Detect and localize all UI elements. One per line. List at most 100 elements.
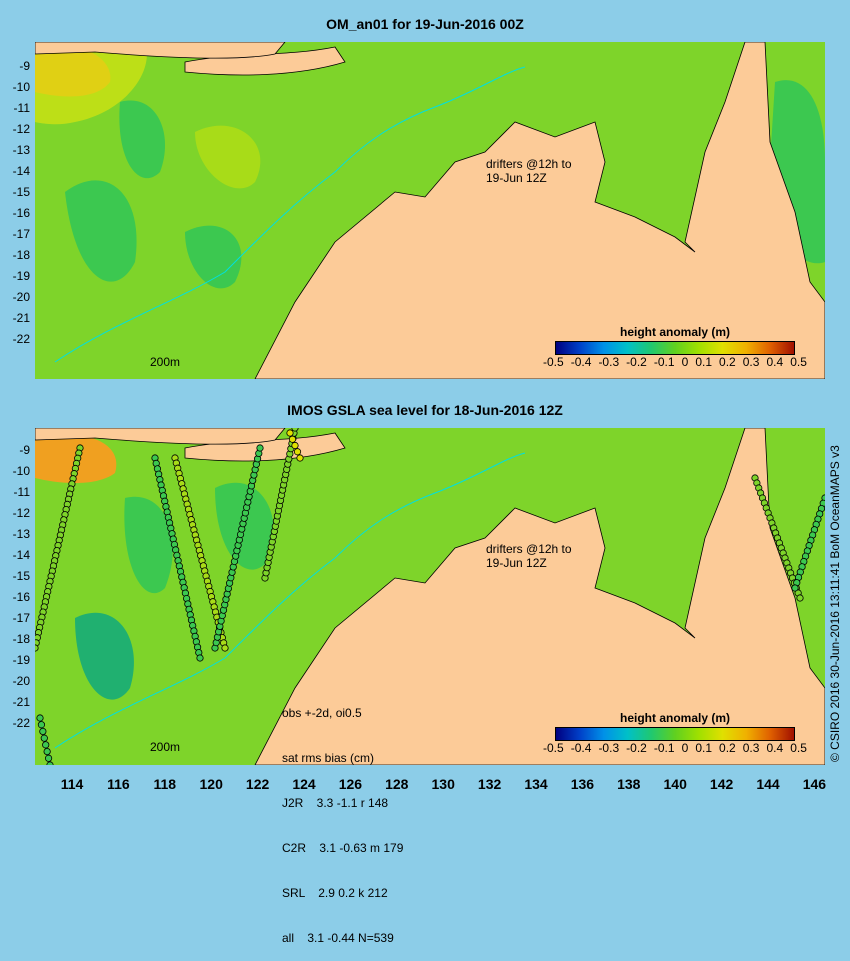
- legend-tick-label: -0.1: [653, 355, 675, 369]
- y-tick-label: -20: [12, 674, 30, 688]
- legend-tick-label: -0.3: [598, 741, 620, 755]
- y-tick-label: -19: [12, 653, 30, 667]
- anomaly-blob-green-1: [119, 100, 166, 179]
- legend-tick-label: 0.2: [719, 741, 736, 755]
- legend-tick-label: -0.2: [626, 741, 647, 755]
- x-tick-label: 126: [338, 776, 363, 792]
- y-tick-label: -19: [12, 269, 30, 283]
- y-tick-label: -17: [12, 611, 30, 625]
- land-islands: [35, 428, 286, 445]
- x-tick-label: 140: [663, 776, 687, 792]
- legend-tick-label: 0.4: [766, 355, 784, 369]
- track-obs-circle: [39, 727, 47, 736]
- x-tick-label: 138: [617, 776, 641, 792]
- top-legend: height anomaly (m) -0.5 -0.4 -0.3 -0.2 -0.1 0…: [543, 325, 807, 369]
- y-tick-label: -11: [13, 485, 30, 499]
- y-tick-label: -10: [12, 80, 30, 94]
- track-obs-circle: [35, 644, 39, 652]
- legend-tick-label: -0.2: [626, 355, 647, 369]
- top-panel-title: OM_an01 for 19-Jun-2016 00Z: [326, 16, 524, 32]
- legend-ticks: -0.5 -0.4 -0.3 -0.2 -0.1 0 0.1 0.2 0.3 0.4 0.5: [543, 355, 807, 369]
- y-tick-label: -14: [12, 548, 30, 562]
- track-obs-circle: [291, 428, 299, 432]
- stats-line: all 3.1 -0.44 N=539: [282, 931, 394, 945]
- legend-title: height anomaly (m): [619, 711, 730, 725]
- x-tick-label: 144: [756, 776, 780, 792]
- track-obs-circle: [796, 594, 804, 602]
- land-mainland: [254, 42, 825, 379]
- x-tick-label: 130: [431, 776, 455, 792]
- y-tick-label: -15: [12, 185, 30, 199]
- legend-tick-label: -0.1: [653, 741, 675, 755]
- bottom-legend: height anomaly (m) -0.5 -0.4 -0.3 -0.2 -0.1 0…: [543, 711, 807, 755]
- x-tick-label: 122: [245, 776, 270, 792]
- drifters-line-2: 19-Jun 12Z: [486, 556, 547, 570]
- x-tick-label: 132: [477, 776, 502, 792]
- y-tick-label: -9: [19, 59, 30, 73]
- y-tick-label: -10: [12, 464, 30, 478]
- legend-tick-label: 0: [681, 355, 689, 369]
- legend-tick-label: 0.3: [742, 355, 760, 369]
- legend-tick-label: -0.3: [598, 355, 620, 369]
- legend-tick-label: 0.4: [766, 741, 784, 755]
- legend-bar: [555, 727, 795, 741]
- y-tick-label: -15: [12, 569, 30, 583]
- anomaly-blob-green-2: [65, 180, 137, 282]
- y-tick-label: -20: [12, 290, 30, 304]
- track-obs-circle: [36, 714, 44, 722]
- bottom-contour-label: 200m: [150, 740, 181, 754]
- track-obs-circle: [42, 741, 50, 749]
- y-tick-label: -18: [12, 248, 30, 262]
- legend-ticks: -0.5 -0.4 -0.3 -0.2 -0.1 0 0.1 0.2 0.3 0.4 0.5: [543, 741, 807, 755]
- anomaly-blob-green-2: [75, 612, 134, 700]
- stats-line: obs +-2d, oi0.5: [282, 706, 362, 720]
- land-mainland: [254, 428, 825, 765]
- x-tick-label: 146: [802, 776, 827, 792]
- legend-tick-label: 0.2: [719, 355, 736, 369]
- y-tick-label: -9: [19, 443, 30, 457]
- bottom-panel-title: IMOS GSLA sea level for 18-Jun-2016 12Z: [287, 402, 563, 418]
- credit-text: © CSIRO 2016 30-Jun-2016 13:11:41 BoM Oc…: [828, 445, 842, 762]
- bottom-drifters-label: drifters @12h to 19-Jun 12Z: [486, 542, 572, 570]
- x-tick-label: 124: [292, 776, 316, 792]
- legend-tick-label: 0.3: [742, 741, 760, 755]
- track-obs-circle: [293, 448, 302, 456]
- track-obs-circle: [286, 429, 294, 437]
- x-tick-label: 118: [153, 776, 177, 792]
- y-tick-label: -18: [12, 632, 30, 646]
- x-tick-label: 114: [60, 776, 84, 792]
- anomaly-blob-green-3: [185, 225, 242, 289]
- x-tick-label: 120: [199, 776, 223, 792]
- y-tick-label: -12: [12, 122, 30, 136]
- track-obs-circle: [196, 654, 204, 662]
- satellite-tracks: [35, 428, 825, 765]
- legend-tick-label: -0.4: [570, 741, 592, 755]
- legend-tick-label: 0.5: [790, 355, 807, 369]
- y-tick-label: -21: [12, 311, 30, 325]
- y-tick-label: -21: [12, 695, 30, 709]
- y-tick-label: -13: [12, 527, 30, 541]
- coast-200m-contour: [54, 66, 526, 363]
- legend-tick-label: 0.1: [695, 741, 712, 755]
- track-obs-circle: [221, 644, 229, 652]
- legend-tick-label: -0.5: [543, 741, 564, 755]
- track-obs-circle: [37, 721, 46, 729]
- stats-line: sat rms bias (cm): [282, 751, 375, 765]
- y-tick-label: -13: [12, 143, 30, 157]
- y-tick-label: -16: [12, 206, 30, 220]
- x-tick-label: 134: [524, 776, 548, 792]
- anomaly-blob-green-1: [124, 496, 173, 594]
- legend-tick-label: 0: [681, 741, 689, 755]
- coast-200m-contour: [54, 452, 526, 749]
- legend-title: height anomaly (m): [619, 325, 730, 339]
- stats-block: obs +-2d, oi0.5 sat rms bias (cm) J2R 3.…: [282, 676, 403, 961]
- stats-line: SRL 2.9 0.2 k 212: [282, 886, 388, 900]
- track-obs-circle: [296, 454, 304, 462]
- legend-bar: [555, 341, 795, 355]
- land-islands: [35, 42, 286, 59]
- bottom-map: [35, 428, 825, 765]
- drifters-line-2: 19-Jun 12Z: [486, 171, 547, 185]
- track-obs-circle: [791, 584, 799, 592]
- top-drifters-label: drifters @12h to 19-Jun 12Z: [486, 157, 572, 185]
- track-obs-circle: [46, 761, 54, 765]
